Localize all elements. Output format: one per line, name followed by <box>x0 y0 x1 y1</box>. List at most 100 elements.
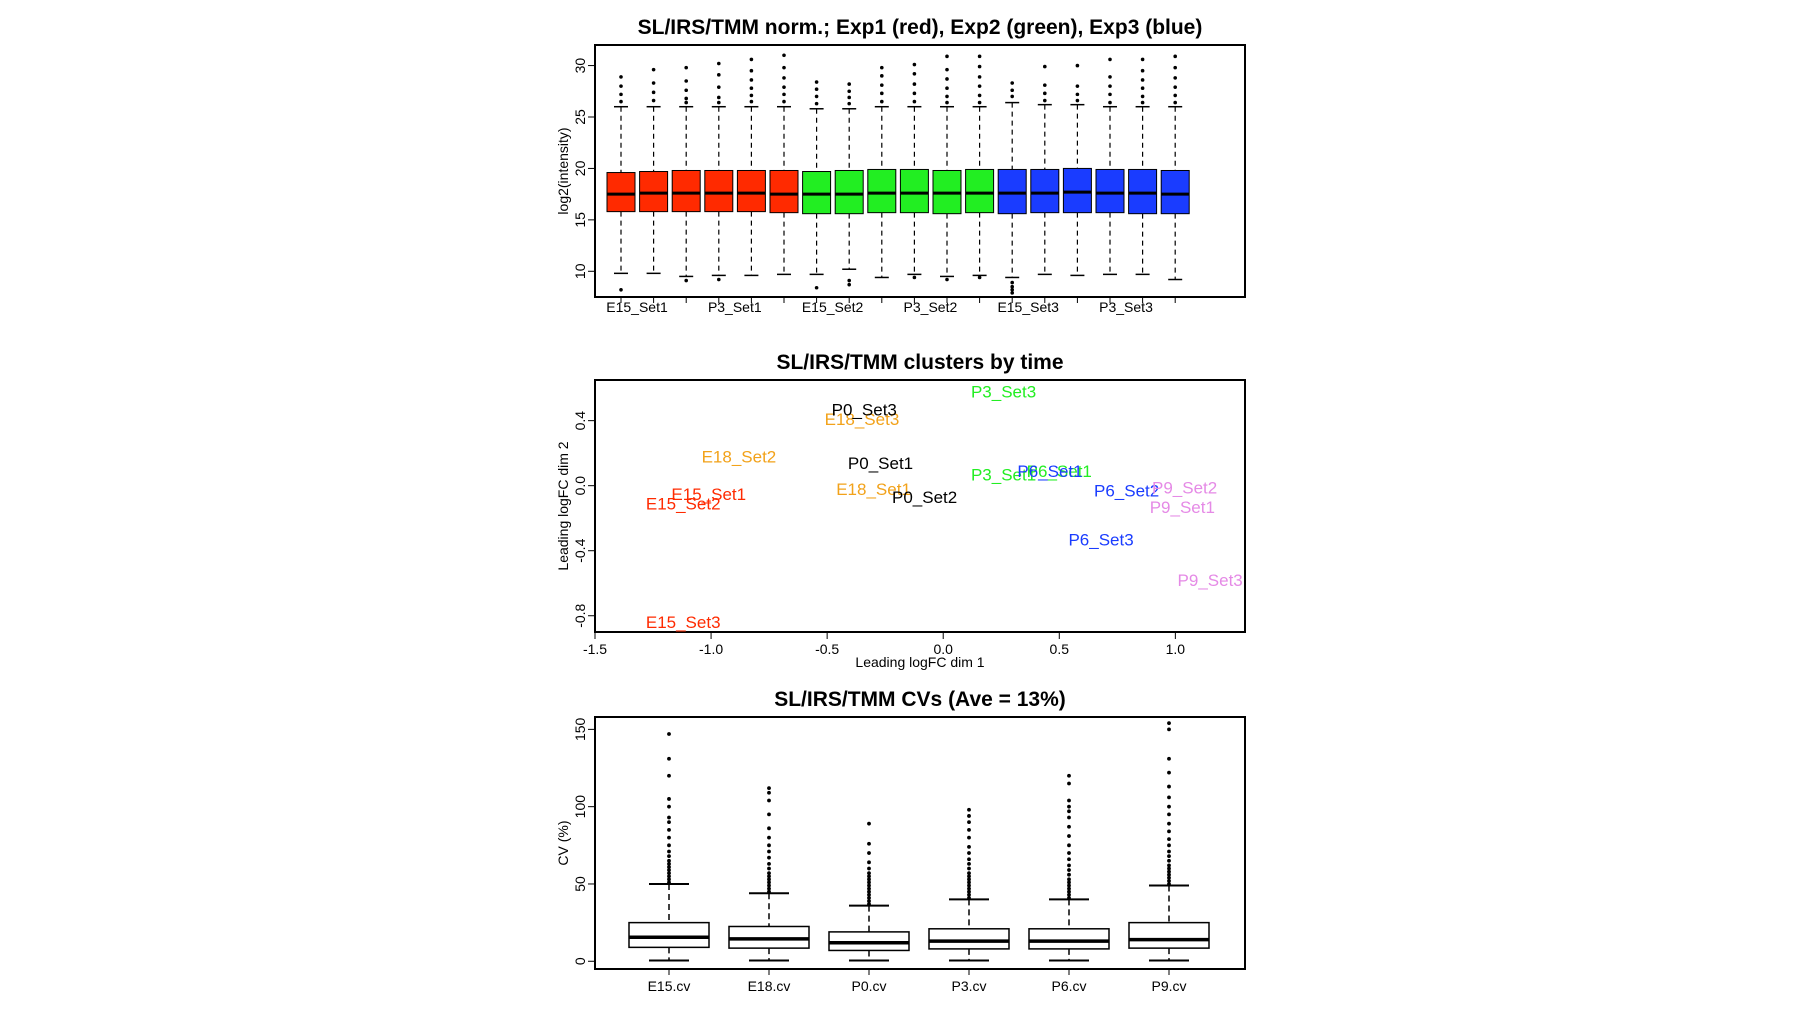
box-outlier <box>945 77 949 81</box>
point-label: P6_Set1 <box>1017 462 1082 481</box>
box-outlier <box>767 849 771 854</box>
box-outlier <box>867 895 871 900</box>
box-outlier <box>651 81 656 85</box>
box-outlier <box>684 278 688 283</box>
box-outlier <box>619 92 623 97</box>
box-outlier <box>880 65 884 70</box>
box-outlier <box>1067 895 1071 900</box>
box-outlier <box>967 827 971 832</box>
box-outlier <box>880 83 884 87</box>
cv-box-E18.cv <box>728 786 810 962</box>
box-outlier <box>1010 291 1014 295</box>
box-outlier <box>667 815 671 820</box>
box-outlier <box>1075 98 1080 103</box>
box-outlier <box>1067 863 1071 868</box>
box-iqr <box>1160 169 1190 215</box>
box-outlier <box>1167 878 1171 883</box>
box-outlier <box>1167 872 1171 877</box>
box-outlier <box>717 277 721 282</box>
box-outlier <box>1067 815 1071 820</box>
point-label: E15_Set3 <box>646 613 721 632</box>
box-outlier <box>967 857 971 862</box>
box-outlier <box>867 866 871 871</box>
box-outlier <box>1043 91 1047 96</box>
point-label: P0_Set2 <box>892 488 957 507</box>
box-outlier <box>667 849 671 854</box>
box-outlier <box>767 871 771 876</box>
box-outlier <box>667 797 671 801</box>
point-label: P6_Set3 <box>1068 530 1133 549</box>
box-outlier <box>867 889 871 894</box>
panel1-y-axis-label: log2(intensity) <box>555 127 571 214</box>
point-label: E15_Set2 <box>646 495 721 514</box>
box-outlier <box>912 91 917 96</box>
box-outlier <box>651 90 656 95</box>
box-series-2 <box>639 67 669 275</box>
box-outlier <box>1167 882 1171 886</box>
panel2-x-axis-label: Leading logFC dim 1 <box>855 654 984 670</box>
box-outlier <box>782 53 786 58</box>
box-outlier <box>967 844 971 849</box>
box-series-8 <box>834 82 864 287</box>
point-label: P0_Set1 <box>848 454 913 473</box>
panel1-x-tick-label: E15_Set2 <box>802 299 864 315</box>
box-outlier <box>684 79 688 83</box>
box-outlier <box>1067 880 1071 885</box>
box-iqr <box>965 168 995 214</box>
box-outlier <box>945 94 949 99</box>
box-series-4 <box>704 61 734 282</box>
point-label: P9_Set3 <box>1178 571 1243 590</box>
box-outlier <box>880 74 884 78</box>
box-outlier <box>1067 798 1071 803</box>
box-outlier <box>767 877 771 882</box>
point-label: E18_Set3 <box>825 410 900 429</box>
box-outlier <box>1173 76 1177 80</box>
panel3-boxes <box>628 721 1210 962</box>
cv-box-P0.cv <box>828 821 910 962</box>
box-outlier <box>1167 843 1171 848</box>
box-outlier <box>867 874 871 879</box>
box-outlier <box>814 87 819 92</box>
box-outlier <box>1010 288 1014 292</box>
box-iqr <box>1028 928 1110 950</box>
box-outlier <box>977 100 982 105</box>
box-iqr <box>769 169 799 214</box>
panel3-y-tick-label: 50 <box>572 876 588 892</box>
box-iqr <box>606 172 636 213</box>
box-outlier <box>814 80 819 84</box>
box-outlier <box>717 100 721 105</box>
box-outlier <box>1173 93 1177 98</box>
box-outlier <box>1167 849 1171 854</box>
box-outlier <box>912 99 917 104</box>
box-outlier <box>967 866 971 871</box>
panel1-x-axis: E15_Set1 P3_Set1 E15_Set2 P3_Set2 E15_Set3 P3… <box>606 296 1176 315</box>
cv-box-P3.cv <box>928 807 1010 962</box>
panel-intensity-boxplot: SL/IRS/TMM norm.; Exp1 (red), Exp2 (gree… <box>555 16 1246 315</box>
box-outlier <box>619 99 623 104</box>
box-outlier <box>1067 892 1071 897</box>
box-outlier <box>1167 875 1171 880</box>
panel3-y-axis-label: CV (%) <box>555 820 571 865</box>
box-series-1 <box>606 75 636 292</box>
box-outlier <box>1167 837 1171 842</box>
box-iqr <box>639 171 669 213</box>
panel2-x-tick-label: -1.5 <box>583 641 607 657</box>
panel3-x-axis: E15.cv E18.cv P0.cv P3.cv P6.cv P9.cv <box>648 968 1187 994</box>
box-outlier <box>749 78 754 82</box>
box-outlier <box>847 101 851 106</box>
box-outlier <box>717 85 721 89</box>
box-outlier <box>1108 57 1112 62</box>
box-outlier <box>667 880 671 885</box>
cv-box-P6.cv <box>1028 773 1110 962</box>
panel3-y-axis: 0 50 100 150 <box>572 717 596 965</box>
panel2-x-tick-label: 1.0 <box>1166 641 1186 657</box>
box-outlier <box>1067 857 1071 862</box>
box-outlier <box>1067 889 1071 894</box>
box-series-11 <box>932 54 962 282</box>
box-outlier <box>1067 868 1071 872</box>
box-outlier <box>782 76 786 80</box>
box-outlier <box>1108 100 1112 105</box>
box-outlier <box>717 61 721 66</box>
box-outlier <box>967 835 971 840</box>
